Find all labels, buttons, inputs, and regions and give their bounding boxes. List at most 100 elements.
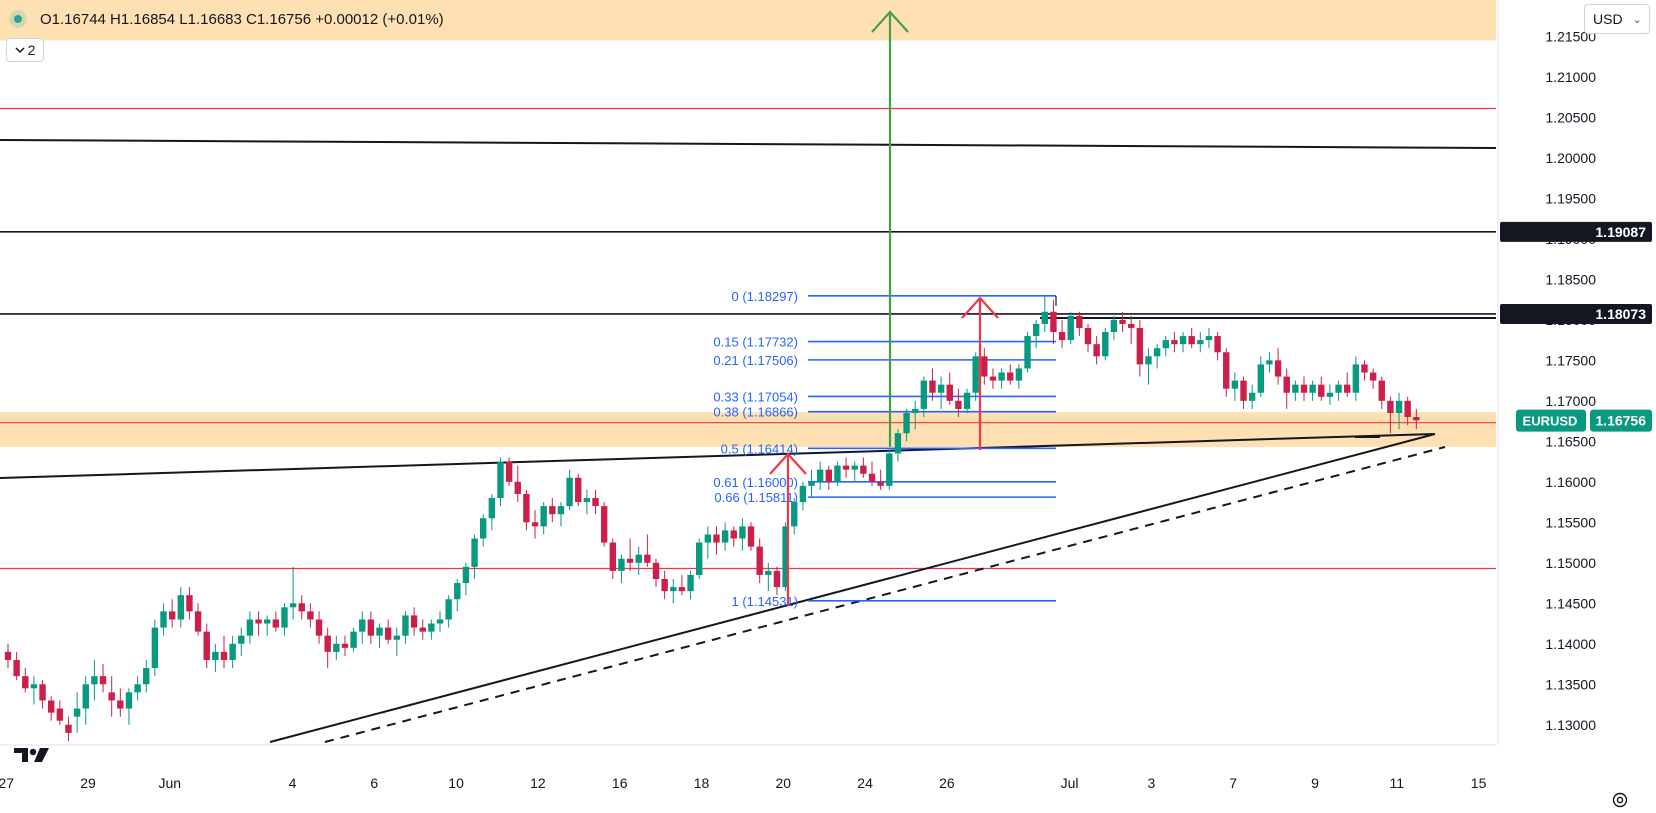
candle-body xyxy=(125,692,133,709)
candle-body xyxy=(903,412,910,434)
price-axis-tick: 1.17000 xyxy=(1545,393,1596,409)
candle-body xyxy=(91,676,98,685)
candle-body xyxy=(1352,364,1360,393)
horizontal-lines xyxy=(0,107,1496,570)
candle-body xyxy=(393,635,400,640)
candle-body xyxy=(998,372,1005,381)
candle-body xyxy=(39,684,46,701)
candle-body xyxy=(514,481,521,494)
candle-body xyxy=(108,692,115,701)
candle-body xyxy=(670,587,677,592)
candle-body xyxy=(1076,315,1083,328)
candle-body xyxy=(1136,327,1144,365)
highlight-zones xyxy=(0,0,1496,447)
candle-body xyxy=(220,651,228,660)
ascending-trendline xyxy=(269,433,1436,743)
time-axis-tick: 9 xyxy=(1311,775,1319,791)
fib-level-label: 0.15 (1.17732) xyxy=(713,335,798,350)
candle-body xyxy=(1050,311,1057,333)
price-tag-label: 1.19087 xyxy=(1595,224,1646,240)
candle-body xyxy=(1361,364,1368,373)
candle-body xyxy=(696,542,703,575)
candle-body xyxy=(842,465,850,470)
candle-body xyxy=(575,477,582,503)
price-axis-tick: 1.20500 xyxy=(1545,109,1596,125)
candle-body xyxy=(704,534,712,543)
candle-body xyxy=(428,623,435,632)
candle-body xyxy=(341,643,349,648)
candle-body xyxy=(238,635,245,644)
candle-body xyxy=(186,595,193,612)
indicator-count: 2 xyxy=(27,42,36,58)
candle-body xyxy=(367,619,375,636)
symbol-tag-label: EURUSD xyxy=(1523,414,1578,429)
candle-body xyxy=(462,566,470,584)
gear-icon[interactable] xyxy=(1610,790,1630,810)
candle-body xyxy=(1205,336,1213,341)
candle-body xyxy=(1292,384,1299,393)
candle-body xyxy=(661,578,668,592)
currency-label: USD xyxy=(1593,11,1623,27)
candle-body xyxy=(747,526,755,547)
candle-body xyxy=(117,700,124,709)
candle-body xyxy=(644,554,651,563)
price-axis-bg xyxy=(1498,0,1656,813)
price-tag-bg xyxy=(1500,221,1652,242)
candle-body xyxy=(1326,392,1334,397)
candle-body xyxy=(289,603,297,608)
collapse-indicators-button[interactable]: 2 xyxy=(6,38,44,62)
time-axis-tick: 3 xyxy=(1148,775,1156,791)
price-axis-tick: 1.17500 xyxy=(1545,352,1596,368)
candle-body xyxy=(1240,380,1247,401)
fib-level-label: 0.5 (1.16414) xyxy=(721,441,798,456)
time-axis-tick: 15 xyxy=(1471,775,1487,791)
candle-body xyxy=(1162,340,1169,349)
candle-body xyxy=(894,433,902,454)
symbol-tag-bg xyxy=(1516,409,1586,432)
currency-select[interactable]: USD ⌄ xyxy=(1584,4,1650,34)
candle-body xyxy=(194,611,202,632)
candle-body xyxy=(48,700,55,713)
candle-body xyxy=(359,619,366,632)
price-axis-tick: 1.21000 xyxy=(1545,69,1596,85)
candle-body xyxy=(56,708,64,721)
candle-body xyxy=(912,408,919,413)
candle-body xyxy=(540,506,547,527)
candle-body xyxy=(402,615,409,636)
candle-body xyxy=(324,635,331,652)
candle-body xyxy=(739,526,746,539)
descending-trendline xyxy=(0,139,1497,149)
candle-body xyxy=(860,465,867,474)
candle-body xyxy=(773,570,781,588)
price-axis: 1.21500 1.21000 1.20500 1.20000 1.19500 1.190… xyxy=(1497,0,1656,813)
fib-level-label: 0.61 (1.16000) xyxy=(713,475,798,490)
candle-body xyxy=(1266,360,1273,365)
candle-body xyxy=(1413,417,1420,421)
fib-level-label: 0 (1.18297) xyxy=(732,289,799,304)
candle-body xyxy=(1283,376,1290,393)
time-axis-tick: 10 xyxy=(448,775,464,791)
candle-body xyxy=(877,481,884,486)
candle-body xyxy=(1119,319,1126,324)
candle-body xyxy=(410,615,418,628)
candle-body xyxy=(134,684,141,693)
candle-body xyxy=(264,619,271,624)
candle-body xyxy=(1128,323,1135,328)
candle-body xyxy=(678,587,686,592)
price-axis-tick: 1.14000 xyxy=(1545,636,1596,652)
candle-body xyxy=(791,502,798,527)
candle-body xyxy=(652,562,660,579)
fib-level-label: 0.38 (1.16866) xyxy=(713,405,798,420)
red-measure-arrow-head xyxy=(769,452,807,475)
candle-body xyxy=(471,538,478,567)
status-dot-icon xyxy=(14,15,22,23)
resistance-trendline xyxy=(0,433,1436,479)
candle-body xyxy=(229,643,236,660)
candle-body xyxy=(22,676,29,689)
tradingview-logo-icon xyxy=(12,745,52,765)
candle-body xyxy=(937,384,945,393)
last-price-tag-bg xyxy=(1590,409,1652,432)
candle-body xyxy=(160,611,167,628)
